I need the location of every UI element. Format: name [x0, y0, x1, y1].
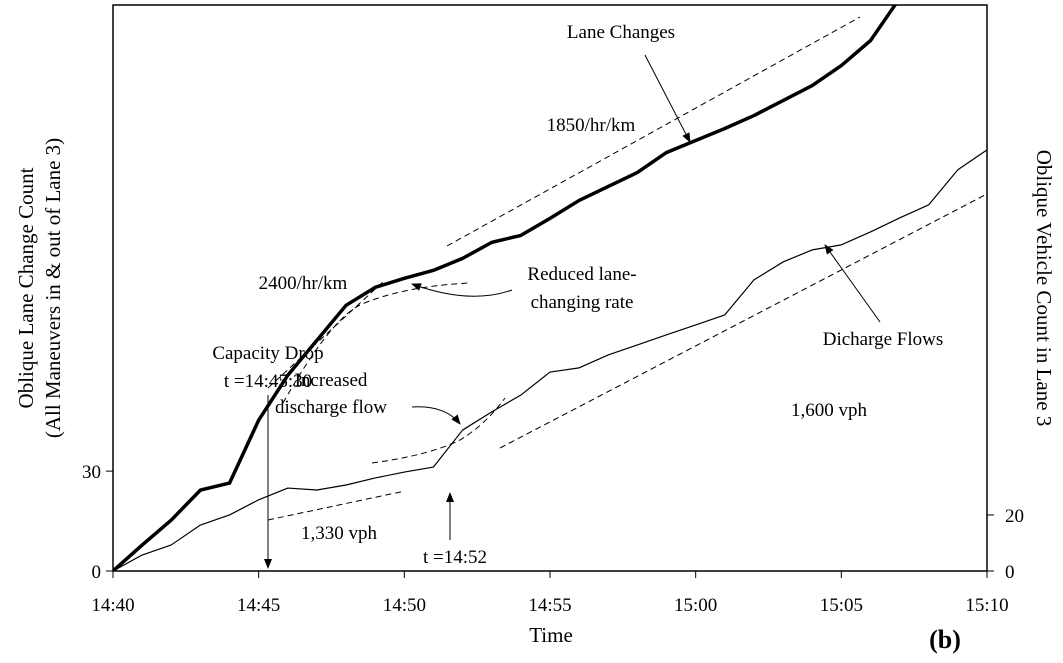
annotation: Dicharge Flows — [823, 329, 944, 350]
annotation: Lane Changes — [567, 22, 675, 43]
x-tick-label: 14:45 — [237, 595, 280, 616]
y2-tick-label: 0 — [1005, 562, 1015, 583]
annotation: Reduced lane- — [527, 264, 636, 285]
series-line — [113, 5, 898, 571]
guides — [267, 16, 986, 521]
x-tick-label: 15:10 — [965, 595, 1008, 616]
annotation: 2400/hr/km — [259, 273, 348, 294]
x-tick-label: 14:55 — [528, 595, 571, 616]
x-tick-label: 15:00 — [674, 595, 717, 616]
panel-label: (b) — [929, 625, 961, 654]
annotation: changing rate — [531, 292, 634, 313]
annotation: t =14:52 — [423, 547, 487, 568]
arrows — [264, 54, 881, 569]
annotation: Capacity Drop — [212, 343, 323, 364]
series-line — [113, 149, 987, 571]
annotation: Increased — [295, 370, 368, 391]
annotation: 1850/hr/km — [547, 115, 636, 136]
plot-lines — [113, 5, 987, 571]
x-tick-label: 15:05 — [820, 595, 863, 616]
y-axis-label: Oblique Lane Change Count — [14, 167, 38, 408]
y2-tick-label: 20 — [1005, 506, 1024, 527]
y2-axis-label: Oblique Vehicle Count in Lane 3 — [1032, 150, 1056, 427]
annotation: 1,330 vph — [301, 523, 378, 544]
x-tick-label: 14:40 — [91, 595, 134, 616]
annotation: discharge flow — [275, 397, 387, 418]
y-axis-label: (All Maneuvers in & out of Lane 3) — [41, 138, 65, 438]
y-tick-label: 0 — [92, 562, 102, 583]
x-tick-label: 14:50 — [383, 595, 426, 616]
x-axis-label: Time — [529, 623, 573, 647]
y-tick-label: 30 — [82, 462, 101, 483]
annotation: t =14:45:30 — [224, 371, 312, 392]
annotation: 1,600 vph — [791, 400, 868, 421]
